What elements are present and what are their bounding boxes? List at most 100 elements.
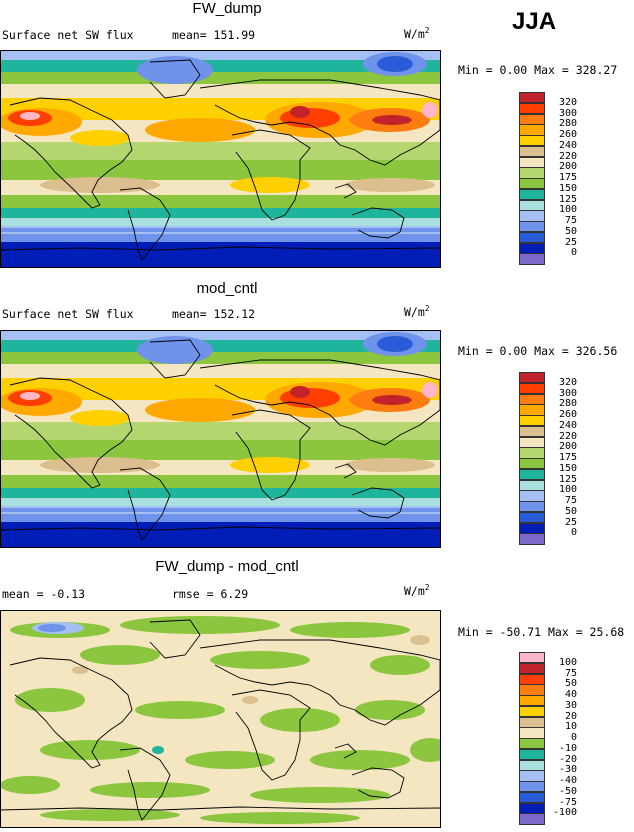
colorbar-swatch (519, 253, 545, 265)
panel-1-stat: mean= 151.99 (172, 28, 256, 42)
colorbar-swatch (519, 221, 545, 233)
colorbar-level-label: 50 (564, 225, 577, 237)
colorbar-level-label: 25 (564, 516, 577, 528)
colorbar-swatch (519, 404, 545, 416)
colorbar-swatch (519, 791, 545, 803)
colorbar-swatch (519, 501, 545, 513)
colorbar-swatch (519, 705, 545, 717)
colorbar-level-label: 150 (558, 182, 577, 194)
panel-1-title: FW_dump (192, 0, 262, 17)
colorbar-swatch (519, 382, 545, 394)
colorbar-level-label: 30 (564, 699, 577, 711)
colorbar-level-label: 240 (558, 419, 577, 431)
colorbar-level-label: 100 (558, 484, 577, 496)
colorbar-swatch (519, 738, 545, 750)
colorbar-swatch (519, 522, 545, 534)
colorbar-level-label: 260 (558, 129, 577, 140)
colorbar-swatch (519, 178, 545, 190)
panel-2-range: Min = 0.00 Max = 326.56 (458, 344, 618, 358)
colorbar-level-label: 320 (558, 376, 577, 388)
colorbar-swatch (519, 802, 545, 814)
colorbar-level-label: 220 (558, 150, 577, 162)
colorbar-level-label: 175 (558, 172, 577, 183)
colorbar-swatch (519, 652, 545, 664)
colorbar-swatch (519, 673, 545, 685)
colorbar-level-label: 75 (564, 667, 577, 679)
panel-2-stat: mean= 152.12 (172, 307, 256, 321)
colorbar-level-label: 280 (558, 118, 577, 130)
colorbar-level-label: 240 (558, 139, 577, 151)
colorbar-level-label: 100 (558, 204, 577, 216)
colorbar-swatch (519, 372, 545, 384)
colorbar-swatch (519, 113, 545, 125)
colorbar-swatch (519, 156, 545, 168)
colorbar-swatch (519, 135, 545, 147)
colorbar-swatch (519, 447, 545, 459)
colorbar-level-label: 0 (570, 247, 577, 259)
panel-3-units: W/m2 (404, 583, 430, 598)
colorbar-swatch (519, 716, 545, 728)
panel-1-map (0, 50, 441, 268)
colorbar-swatch (519, 662, 545, 674)
colorbar-swatch (519, 210, 545, 222)
colorbar-swatch (519, 436, 545, 448)
panel-3-range: Min = -50.71 Max = 25.68 (458, 625, 625, 639)
panel-2-field-label: Surface net SW flux (2, 307, 134, 321)
colorbar-level-label: 125 (558, 473, 577, 485)
panel-2-map (0, 330, 441, 548)
panel-2-colorbar: 320 300 280 260 240 220 200 175 150 125 100 75 50 25 0 (519, 372, 577, 545)
colorbar-swatch (519, 415, 545, 427)
panel-3-rmse: rmse = 6.29 (172, 587, 249, 601)
colorbar-swatch (519, 684, 545, 696)
colorbar-level-label: 20 (564, 710, 577, 722)
colorbar-swatch (519, 92, 545, 104)
colorbar-swatch (519, 479, 545, 491)
colorbar-level-label: -20 (558, 753, 577, 765)
panel-3-title: FW_dump - mod_cntl (155, 558, 299, 575)
colorbar-swatch (519, 425, 545, 437)
colorbar-level-label: 220 (558, 430, 577, 442)
colorbar-swatch (519, 511, 545, 523)
colorbar-level-label: -50 (558, 785, 577, 797)
colorbar-level-label: -10 (558, 742, 577, 754)
colorbar-level-label: 0 (570, 732, 577, 743)
colorbar-swatch (519, 167, 545, 179)
colorbar-swatch (519, 490, 545, 502)
panel-1-field-label: Surface net SW flux (2, 28, 134, 42)
panel-2-title: mod_cntl (196, 280, 258, 297)
colorbar-swatch (519, 727, 545, 739)
colorbar-swatch (519, 199, 545, 211)
season-label: JJA (512, 8, 557, 35)
colorbar-level-label: 75 (564, 215, 577, 226)
colorbar-level-label: 320 (558, 96, 577, 108)
colorbar-swatch (519, 748, 545, 760)
colorbar-level-label: 200 (558, 441, 577, 453)
colorbar-level-label: 25 (564, 236, 577, 248)
colorbar-swatch (519, 759, 545, 771)
colorbar-swatch (519, 242, 545, 254)
colorbar-swatch (519, 533, 545, 545)
colorbar-swatch (519, 770, 545, 782)
colorbar-level-label: 0 (570, 527, 577, 539)
panel-3-map (0, 610, 441, 828)
colorbar-level-label: 150 (558, 462, 577, 474)
colorbar-level-label: 50 (564, 678, 577, 690)
colorbar-swatch (519, 458, 545, 470)
colorbar-level-label: 125 (558, 193, 577, 205)
colorbar-swatch (519, 468, 545, 480)
colorbar-level-label: 50 (564, 505, 577, 517)
colorbar-level-label: -40 (558, 775, 577, 786)
colorbar-level-label: 280 (558, 398, 577, 410)
colorbar-level-label: 260 (558, 409, 577, 420)
colorbar-level-label: 175 (558, 452, 577, 463)
colorbar-level-label: 40 (564, 689, 577, 700)
panel-2-units: W/m2 (404, 304, 430, 319)
colorbar-swatch (519, 231, 545, 243)
colorbar-level-label: 300 (558, 107, 577, 119)
colorbar-swatch (519, 695, 545, 707)
colorbar-level-label: -100 (552, 807, 577, 819)
colorbar-swatch (519, 124, 545, 136)
colorbar-level-label: -75 (558, 796, 577, 808)
panel-3-mean: mean = -0.13 (2, 587, 86, 601)
colorbar-swatch (519, 145, 545, 157)
